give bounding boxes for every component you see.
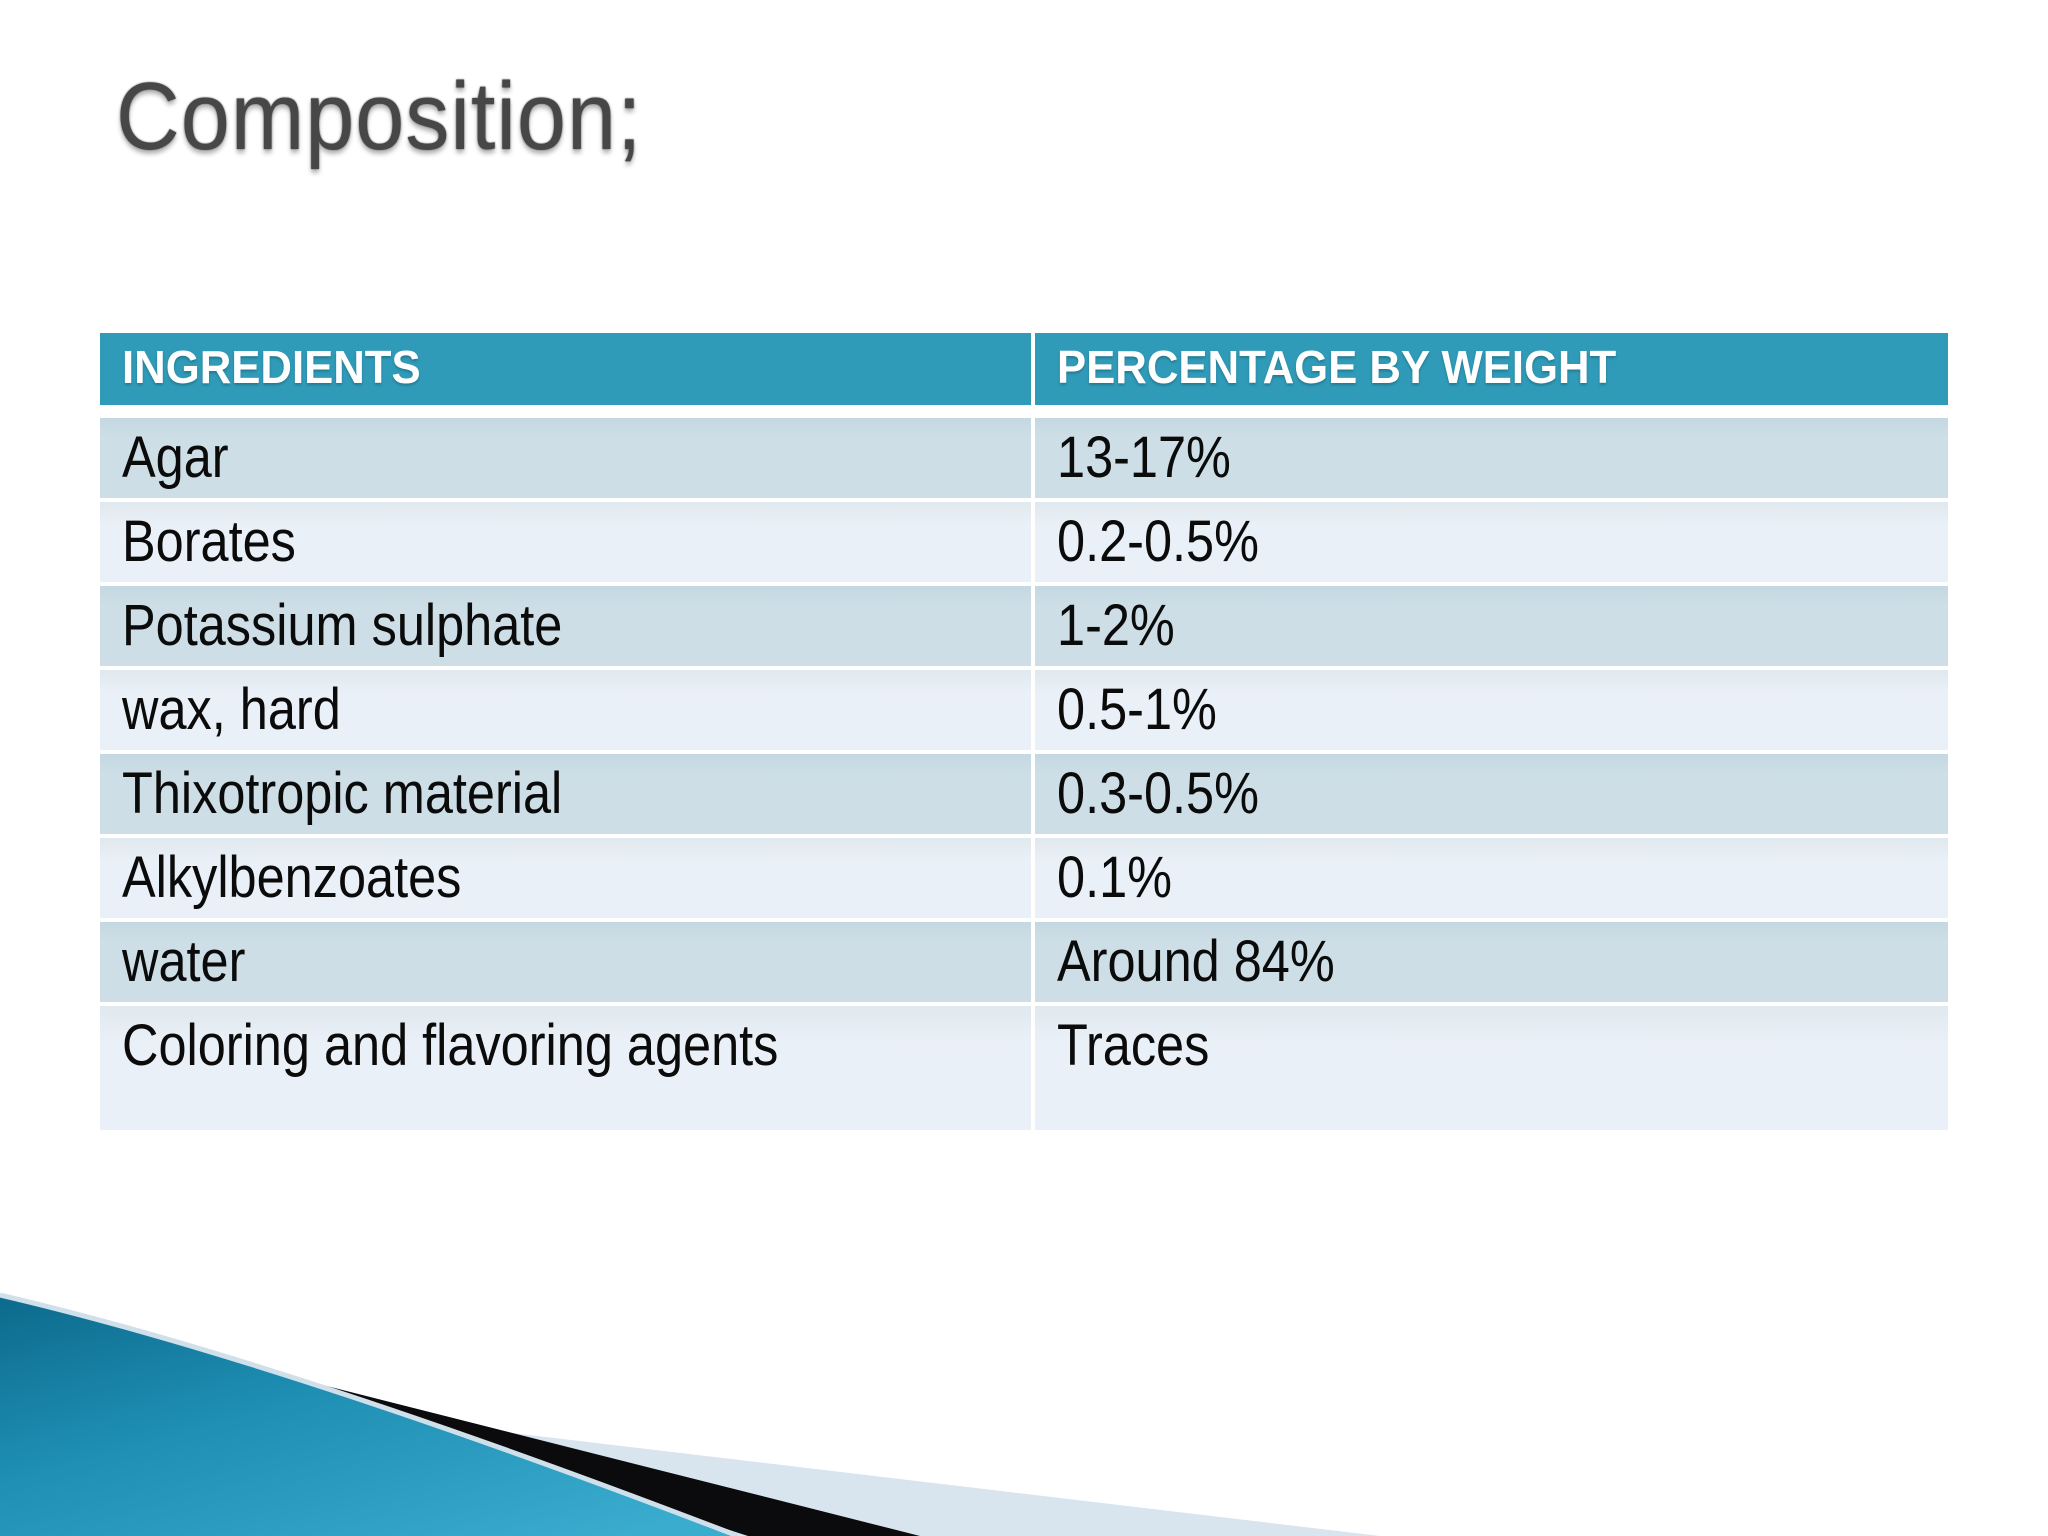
swoosh-teal-edge-highlight (0, 1292, 739, 1536)
cell-ingredient-text: water (122, 929, 246, 994)
cell-percentage: 0.1% (1035, 838, 1948, 918)
cell-ingredient-text: Alkylbenzoates (122, 845, 462, 910)
swoosh-pale-triangle (0, 1390, 1380, 1536)
composition-table: INGREDIENTS PERCENTAGE BY WEIGHT Agar 13-… (100, 333, 1948, 1130)
column-header-percentage: PERCENTAGE BY WEIGHT (1035, 333, 1948, 405)
column-header-ingredients: INGREDIENTS (100, 333, 1036, 405)
table-row: water Around 84% (100, 922, 1948, 1002)
cell-ingredient: water (100, 922, 1036, 1002)
cell-ingredient-text: Potassium sulphate (122, 593, 563, 658)
cell-percentage-text: 0.3-0.5% (1057, 761, 1260, 826)
table-row: Alkylbenzoates 0.1% (100, 838, 1948, 918)
cell-percentage: 13-17% (1035, 418, 1948, 498)
cell-ingredient: Coloring and flavoring agents (100, 1006, 1036, 1130)
cell-percentage-text: Traces (1057, 1013, 1210, 1078)
cell-ingredient-text: Agar (122, 425, 229, 490)
cell-percentage-text: 0.1% (1057, 845, 1173, 910)
table-body: Agar 13-17% Borates 0.2-0.5% Potassium sulph… (100, 418, 1948, 1130)
cell-percentage: 0.5-1% (1035, 670, 1948, 750)
table-row: Borates 0.2-0.5% (100, 502, 1948, 582)
cell-ingredient-text: Coloring and flavoring agents (122, 1013, 779, 1078)
cell-percentage: 1-2% (1035, 586, 1948, 666)
cell-ingredient-text: Borates (122, 509, 296, 574)
table-row: Agar 13-17% (100, 418, 1948, 498)
cell-percentage-text: 1-2% (1057, 593, 1175, 658)
table-header-row: INGREDIENTS PERCENTAGE BY WEIGHT (100, 333, 1948, 405)
cell-ingredient: Potassium sulphate (100, 586, 1036, 666)
cell-ingredient: Agar (100, 418, 1036, 498)
column-header-ingredients-label: INGREDIENTS (122, 341, 421, 393)
cell-ingredient: Thixotropic material (100, 754, 1036, 834)
table-row: Potassium sulphate 1-2% (100, 586, 1948, 666)
cell-percentage: Around 84% (1035, 922, 1948, 1002)
cell-percentage-text: Around 84% (1057, 929, 1335, 994)
swoosh-teal-wave (0, 1295, 738, 1536)
cell-percentage-text: 0.2-0.5% (1057, 509, 1260, 574)
table-row: wax, hard 0.5-1% (100, 670, 1948, 750)
cell-ingredient: wax, hard (100, 670, 1036, 750)
cell-ingredient-text: wax, hard (122, 677, 341, 742)
column-header-percentage-label: PERCENTAGE BY WEIGHT (1057, 341, 1617, 393)
cell-percentage: 0.3-0.5% (1035, 754, 1948, 834)
slide-title: Composition; (116, 63, 643, 170)
cell-percentage-text: 0.5-1% (1057, 677, 1217, 742)
cell-ingredient: Borates (100, 502, 1036, 582)
cell-ingredient: Alkylbenzoates (100, 838, 1036, 918)
cell-percentage: Traces (1035, 1006, 1948, 1130)
table-row: Thixotropic material 0.3-0.5% (100, 754, 1948, 834)
cell-percentage-text: 13-17% (1057, 425, 1232, 490)
cell-ingredient-text: Thixotropic material (122, 761, 563, 826)
cell-percentage: 0.2-0.5% (1035, 502, 1948, 582)
table-row: Coloring and flavoring agents Traces (100, 1006, 1948, 1130)
swoosh-black-stripe (125, 1335, 920, 1536)
